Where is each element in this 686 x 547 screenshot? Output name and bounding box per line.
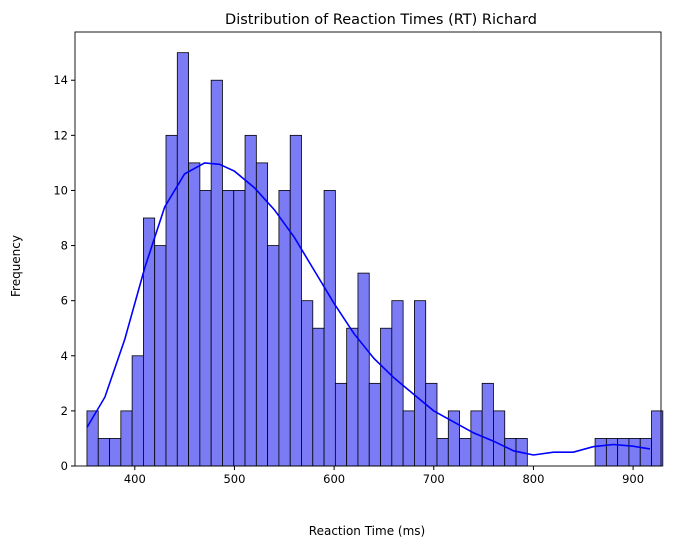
histogram-bar (109, 438, 122, 467)
histogram-bar (380, 327, 393, 467)
histogram-bar (312, 327, 325, 467)
histogram-bar (131, 355, 144, 467)
histogram-bar (425, 382, 438, 467)
histogram-bar (628, 438, 641, 467)
histogram-bar (120, 410, 133, 467)
histogram-bar (334, 382, 348, 467)
histogram-bar (481, 382, 494, 467)
histogram-bar (255, 162, 269, 467)
histogram-bar (222, 190, 235, 467)
histogram-bar (617, 438, 630, 467)
x-tick-label: 900 (622, 472, 644, 486)
y-tick-label: 0 (61, 459, 68, 473)
histogram-bar (154, 245, 167, 467)
x-tick-label: 500 (223, 472, 245, 486)
histogram-bar (605, 438, 619, 467)
histogram-bar (346, 327, 359, 467)
histogram-bar (470, 410, 483, 467)
x-tick-label: 800 (522, 472, 544, 486)
histogram-bar (165, 134, 178, 467)
histogram-bar (368, 382, 381, 467)
y-axis-label: Frequency (9, 235, 23, 297)
y-tick-label: 10 (53, 183, 68, 197)
kde-curve (86, 162, 651, 456)
x-axis-label: Reaction Time (ms) (309, 524, 425, 538)
y-tick-label: 12 (53, 128, 68, 142)
x-tick-label: 700 (423, 472, 445, 486)
y-tick-label: 8 (61, 239, 68, 253)
y-axis-ticks: 0 2 4 6 8 10 12 14 (53, 73, 75, 473)
histogram-bar (233, 190, 246, 467)
histogram-bar (210, 79, 223, 467)
histogram-bar (301, 300, 314, 467)
histogram-bar (267, 245, 280, 467)
y-tick-label: 2 (61, 404, 68, 418)
histogram-bar (639, 438, 652, 467)
histogram-bar (289, 134, 302, 467)
histogram-bar (176, 52, 189, 467)
histogram-bar (594, 438, 607, 467)
x-tick-label: 400 (124, 472, 146, 486)
y-tick-label: 4 (61, 349, 68, 363)
histogram-bar (436, 438, 449, 467)
x-axis-ticks: 400 500 600 700 800 900 (124, 466, 644, 486)
histogram-bar (97, 438, 110, 467)
y-tick-label: 6 (61, 294, 68, 308)
histogram-bar (199, 190, 212, 467)
chart-title: Distribution of Reaction Times (RT) Rich… (225, 12, 537, 28)
x-tick-label: 600 (323, 472, 345, 486)
histogram-bar (278, 190, 291, 467)
y-tick-label: 14 (53, 73, 68, 87)
histogram-bar (323, 190, 336, 467)
histogram-bar (402, 410, 415, 467)
plot-frame (74, 31, 662, 467)
histogram-bar (459, 438, 472, 467)
bars-group (86, 52, 664, 467)
histogram-bar (188, 162, 201, 467)
histogram-bar (414, 300, 427, 467)
histogram-bar (493, 410, 506, 467)
histogram-bar (504, 438, 517, 467)
histogram-bar (357, 272, 370, 467)
